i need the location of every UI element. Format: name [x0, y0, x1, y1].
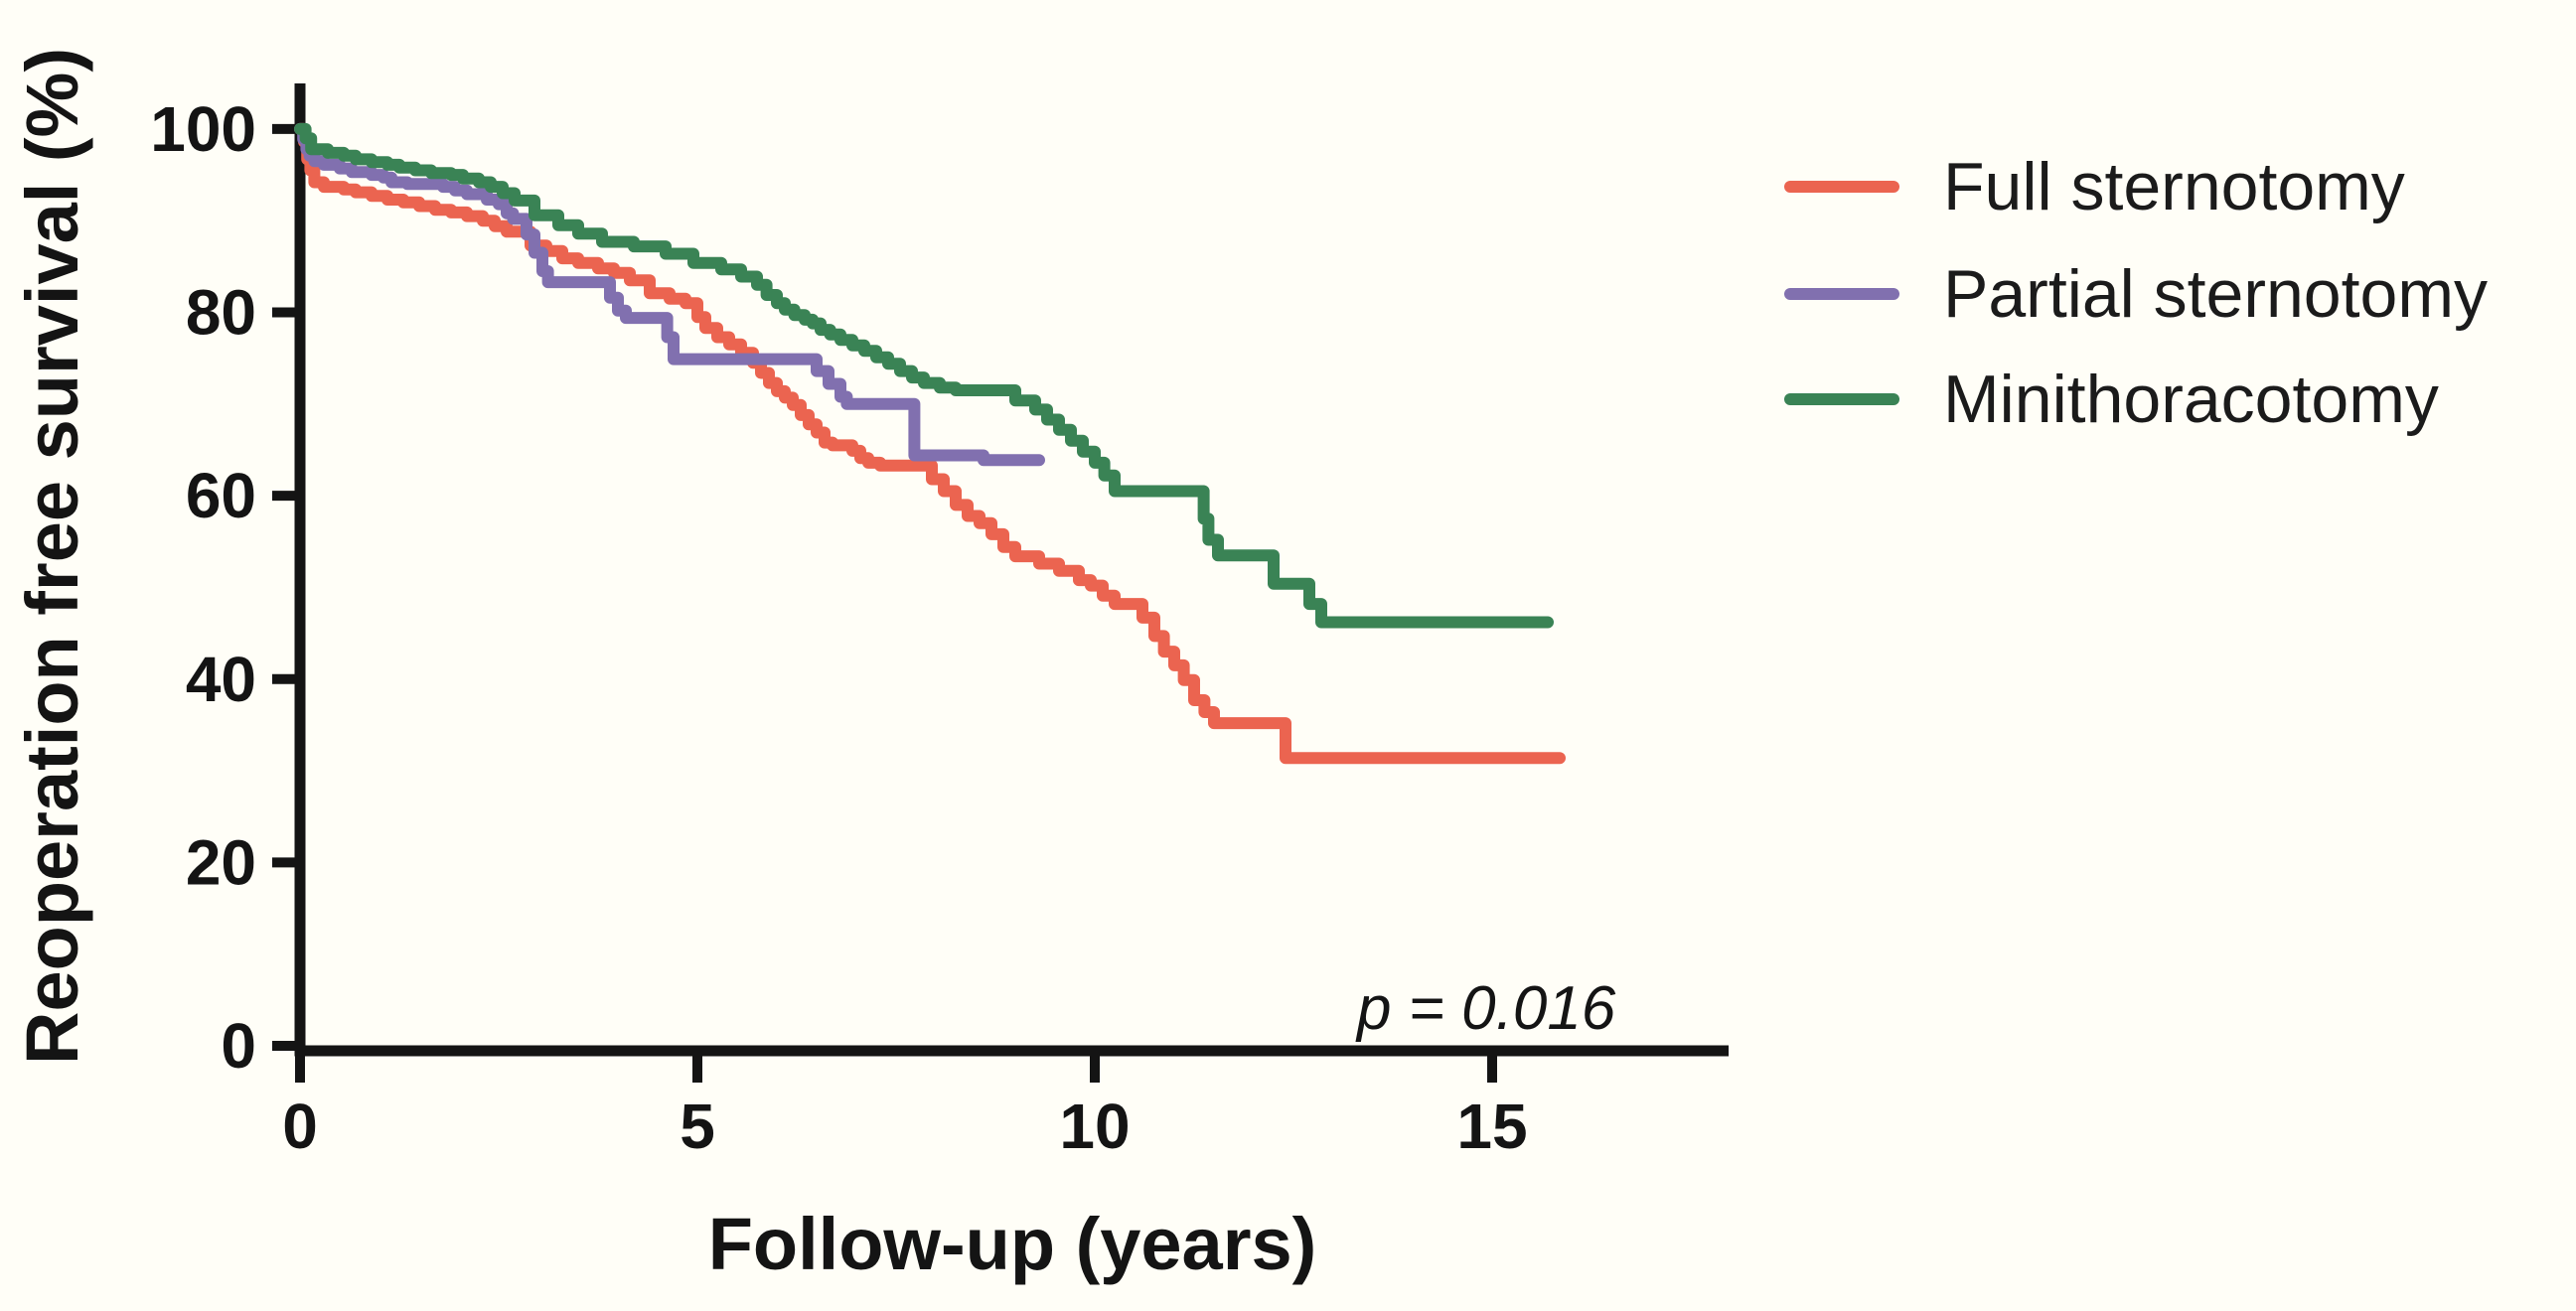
- legend-item-full-sternotomy: Full sternotomy: [1784, 149, 2405, 224]
- y-tick-label-40: 40: [186, 644, 256, 715]
- y-tick-label-60: 60: [186, 460, 256, 531]
- series-line-partial-sternotomy: [294, 122, 1045, 467]
- x-tick-label-5: 5: [680, 1091, 715, 1162]
- legend-label-full-sternotomy: Full sternotomy: [1943, 149, 2405, 224]
- x-tick-label-10: 10: [1059, 1091, 1130, 1162]
- legend: Full sternotomy Partial sternotomy Minit…: [1784, 149, 2488, 437]
- legend-label-minithoracotomy: Minithoracotomy: [1943, 362, 2439, 437]
- x-tick-label-0: 0: [282, 1091, 318, 1162]
- legend-item-partial-sternotomy: Partial sternotomy: [1784, 256, 2488, 332]
- y-tick-label-80: 80: [186, 277, 256, 349]
- x-axis-ticks: 0 5 10 15: [282, 1051, 1528, 1162]
- y-tick-label-20: 20: [186, 826, 256, 898]
- series-curves: [294, 122, 1566, 765]
- y-tick-label-100: 100: [150, 93, 256, 165]
- series-line-minithoracotomy: [294, 122, 1554, 629]
- x-axis-title: Follow-up (years): [708, 1203, 1317, 1285]
- y-axis-title: Reoperation free survival (%): [11, 48, 93, 1065]
- legend-item-minithoracotomy: Minithoracotomy: [1784, 362, 2439, 437]
- p-value-annotation: p = 0.016: [1355, 974, 1616, 1043]
- x-tick-label-15: 15: [1456, 1091, 1527, 1162]
- series-line-full-sternotomy: [294, 122, 1566, 765]
- y-tick-label-0: 0: [221, 1010, 256, 1082]
- y-axis-ticks: 0 20 40 60 80 100: [150, 93, 300, 1082]
- legend-label-partial-sternotomy: Partial sternotomy: [1943, 256, 2488, 332]
